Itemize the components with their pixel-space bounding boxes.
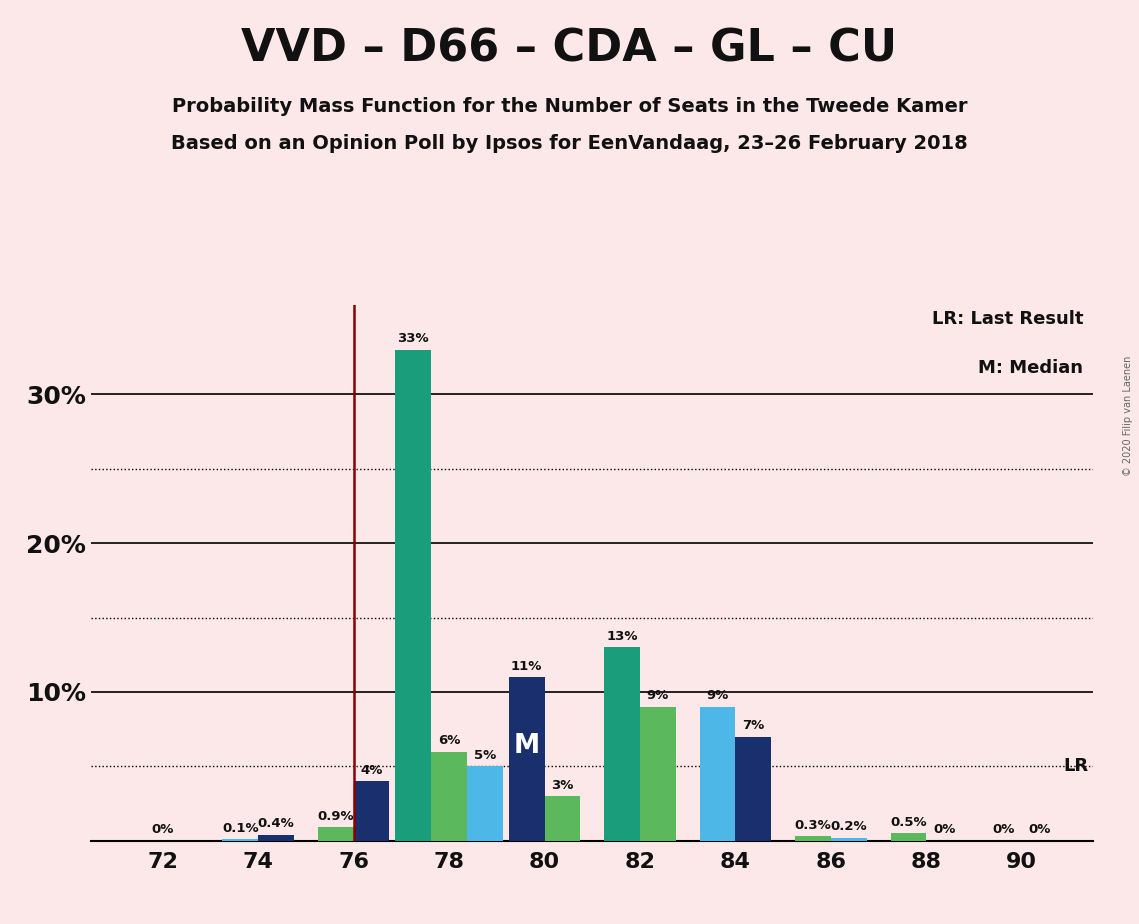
Bar (891, 833, 926, 841)
Text: 13%: 13% (606, 630, 638, 643)
Bar (395, 349, 432, 841)
Text: VVD – D66 – CDA – GL – CU: VVD – D66 – CDA – GL – CU (241, 28, 898, 71)
Text: 0%: 0% (151, 823, 174, 836)
Text: M: Median: M: Median (978, 359, 1083, 376)
Bar (640, 707, 675, 841)
Text: 0%: 0% (933, 823, 956, 836)
Text: M: M (514, 733, 540, 759)
Bar (795, 836, 831, 841)
Text: 0.1%: 0.1% (222, 821, 259, 835)
Text: LR: LR (1064, 758, 1089, 775)
Text: Probability Mass Function for the Number of Seats in the Tweede Kamer: Probability Mass Function for the Number… (172, 97, 967, 116)
Text: 6%: 6% (437, 734, 460, 747)
Text: 9%: 9% (706, 689, 729, 702)
Text: 0%: 0% (1029, 823, 1051, 836)
Text: 0%: 0% (993, 823, 1015, 836)
Text: 11%: 11% (511, 660, 542, 673)
Bar (544, 796, 581, 841)
Bar (699, 707, 736, 841)
Text: 0.9%: 0.9% (318, 810, 354, 823)
Text: © 2020 Filip van Laenen: © 2020 Filip van Laenen (1123, 356, 1133, 476)
Bar (318, 828, 353, 841)
Bar (259, 835, 294, 841)
Bar (604, 648, 640, 841)
Text: 0.4%: 0.4% (257, 818, 295, 831)
Text: Based on an Opinion Poll by Ipsos for EenVandaag, 23–26 February 2018: Based on an Opinion Poll by Ipsos for Ee… (171, 134, 968, 153)
Bar (222, 839, 259, 841)
Bar (467, 766, 502, 841)
Text: 0.3%: 0.3% (795, 819, 831, 832)
Bar (353, 782, 390, 841)
Text: 5%: 5% (474, 749, 495, 762)
Bar (736, 736, 771, 841)
Bar (831, 838, 867, 841)
Text: 33%: 33% (398, 332, 429, 346)
Text: 0.5%: 0.5% (891, 816, 927, 829)
Text: 7%: 7% (743, 719, 764, 732)
Text: LR: Last Result: LR: Last Result (932, 310, 1083, 328)
Text: 4%: 4% (360, 764, 383, 777)
Bar (509, 677, 544, 841)
Text: 0.2%: 0.2% (830, 821, 867, 833)
Bar (432, 751, 467, 841)
Text: 3%: 3% (551, 779, 574, 792)
Text: 9%: 9% (647, 689, 669, 702)
